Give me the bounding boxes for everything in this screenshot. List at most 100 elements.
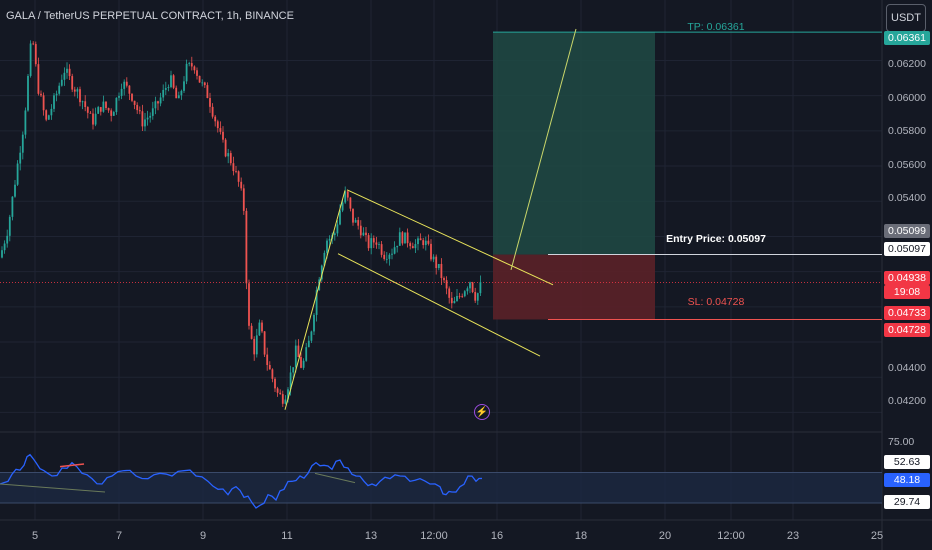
candle — [79, 86, 81, 107]
candle-body — [63, 72, 66, 80]
candle-body — [328, 238, 331, 241]
candle-body — [320, 265, 323, 280]
candle — [333, 231, 336, 241]
candle-body — [383, 254, 386, 259]
candle-body — [27, 75, 29, 111]
candle — [110, 108, 113, 122]
candle — [29, 40, 32, 78]
candle-body — [138, 110, 141, 112]
candle — [463, 290, 466, 298]
candle-body — [94, 113, 97, 125]
candle-body — [198, 75, 201, 83]
candle — [266, 347, 269, 371]
candle — [349, 197, 352, 212]
price-label: 0.04400 — [888, 362, 926, 374]
drawing-layer[interactable] — [284, 28, 577, 410]
candle — [154, 96, 157, 115]
candle — [47, 114, 50, 120]
candle-body — [216, 121, 219, 129]
candle — [170, 70, 172, 89]
candle-body — [305, 347, 308, 361]
candle — [263, 331, 266, 358]
candle — [37, 57, 40, 96]
candle — [357, 216, 360, 230]
candle-body — [201, 82, 204, 84]
candle-body — [378, 244, 380, 245]
candle-body — [341, 202, 344, 211]
candle — [396, 245, 399, 253]
candle — [128, 85, 131, 100]
candle — [188, 61, 191, 67]
candle — [164, 81, 167, 96]
candle-body — [37, 64, 40, 94]
stop-loss-zone — [493, 254, 655, 320]
candle-body — [424, 240, 427, 246]
candle-body — [406, 232, 409, 244]
candle-body — [131, 93, 133, 101]
time-label: 9 — [199, 530, 207, 542]
candle-body — [115, 97, 118, 113]
candle — [235, 166, 237, 174]
symbol-title: GALA / TetherUS PERPETUAL CONTRACT, 1h, … — [6, 10, 294, 22]
candle — [461, 293, 464, 298]
candle — [474, 287, 477, 303]
candle — [198, 75, 201, 83]
candle-body — [453, 301, 456, 304]
candle — [469, 281, 471, 294]
lightning-icon[interactable]: ⚡ — [474, 404, 490, 420]
candle — [242, 184, 245, 215]
candle — [112, 110, 115, 116]
candle — [281, 390, 284, 408]
candle — [45, 109, 48, 122]
candle-body — [263, 331, 266, 355]
position-zones — [0, 31, 882, 320]
candle-body — [232, 163, 235, 172]
candle — [450, 291, 453, 309]
candle-body — [391, 253, 393, 255]
candle — [380, 240, 383, 258]
candle — [437, 263, 440, 271]
candle — [471, 281, 474, 294]
candle-body — [248, 283, 250, 326]
candle — [271, 368, 274, 383]
candle — [99, 106, 102, 116]
candle — [476, 292, 479, 305]
channel-upper-line — [346, 189, 554, 286]
candle — [60, 74, 63, 87]
candle — [456, 288, 458, 302]
candle-body — [128, 85, 131, 94]
candle-body — [437, 263, 440, 269]
candle-body — [409, 243, 412, 247]
candle-body — [240, 181, 243, 189]
candle-body — [393, 247, 396, 254]
sl-price-tag: 0.04728 — [884, 323, 930, 337]
candle — [305, 342, 308, 362]
candle-body — [144, 119, 146, 127]
candle — [372, 235, 375, 249]
time-label: 20 — [658, 530, 672, 542]
rsi-divergence-line — [314, 472, 356, 484]
candle — [224, 138, 227, 158]
candle-body — [120, 88, 123, 96]
candle — [211, 103, 214, 119]
candle-body — [118, 95, 120, 98]
candle — [144, 113, 146, 132]
candle — [115, 97, 118, 115]
candle-body — [274, 378, 276, 389]
candle-body — [419, 238, 422, 241]
candle-body — [40, 93, 42, 96]
candle-body — [76, 89, 79, 92]
candle — [445, 276, 448, 295]
rsi-value-tag: 48.18 — [884, 473, 930, 487]
candle — [201, 79, 204, 87]
candle-body — [235, 171, 237, 172]
currency-button[interactable]: USDT — [886, 4, 926, 32]
candle — [175, 85, 178, 99]
candle — [346, 190, 349, 201]
candle-body — [326, 240, 328, 253]
candle-body — [370, 238, 373, 249]
candle-body — [427, 240, 430, 244]
candle-body — [440, 263, 443, 279]
candle — [185, 59, 188, 85]
